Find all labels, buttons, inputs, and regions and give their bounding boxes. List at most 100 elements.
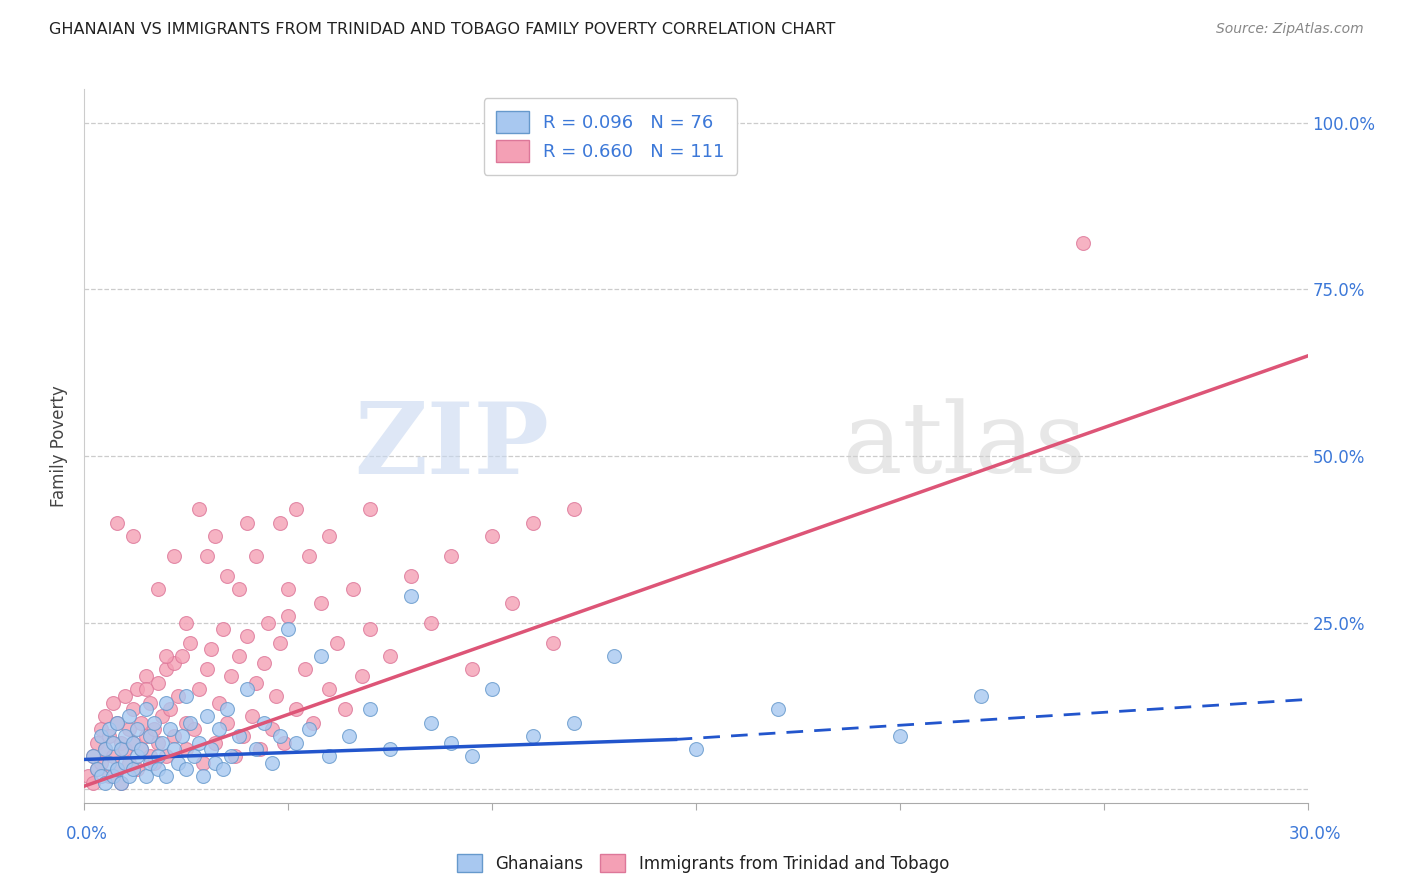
Point bbox=[420, 615, 443, 630]
Point bbox=[543, 636, 565, 650]
Point bbox=[236, 629, 259, 643]
Point bbox=[93, 742, 117, 756]
Point bbox=[163, 729, 186, 743]
Point bbox=[110, 742, 132, 756]
Point bbox=[146, 582, 169, 597]
Point bbox=[114, 756, 136, 770]
Point bbox=[110, 776, 132, 790]
Point bbox=[285, 502, 308, 516]
Point bbox=[163, 742, 186, 756]
Point bbox=[502, 596, 524, 610]
Point bbox=[294, 662, 316, 676]
Point bbox=[285, 702, 308, 716]
Point bbox=[93, 742, 117, 756]
Point bbox=[301, 715, 323, 730]
Point bbox=[277, 582, 299, 597]
Point bbox=[219, 669, 242, 683]
Point bbox=[208, 696, 231, 710]
Point bbox=[101, 736, 124, 750]
Point bbox=[245, 742, 267, 756]
Point bbox=[420, 715, 443, 730]
Point bbox=[208, 723, 231, 737]
Point bbox=[146, 675, 169, 690]
Point bbox=[179, 715, 201, 730]
Point bbox=[309, 649, 332, 664]
Point bbox=[766, 702, 789, 716]
Point bbox=[131, 715, 153, 730]
Point bbox=[191, 769, 214, 783]
Point bbox=[146, 763, 169, 777]
Point bbox=[224, 749, 246, 764]
Point bbox=[142, 723, 165, 737]
Point bbox=[163, 656, 186, 670]
Point bbox=[86, 763, 108, 777]
Point bbox=[155, 696, 177, 710]
Legend: R = 0.096   N = 76, R = 0.660   N = 111: R = 0.096 N = 76, R = 0.660 N = 111 bbox=[484, 98, 737, 175]
Point bbox=[105, 715, 128, 730]
Point bbox=[101, 696, 124, 710]
Point bbox=[380, 649, 402, 664]
Point bbox=[86, 736, 108, 750]
Point bbox=[122, 529, 145, 543]
Point bbox=[86, 763, 108, 777]
Point bbox=[114, 689, 136, 703]
Point bbox=[138, 749, 160, 764]
Point bbox=[240, 709, 263, 723]
Legend: Ghanaians, Immigrants from Trinidad and Tobago: Ghanaians, Immigrants from Trinidad and … bbox=[450, 847, 956, 880]
Point bbox=[187, 502, 209, 516]
Point bbox=[105, 763, 128, 777]
Point bbox=[135, 729, 157, 743]
Point bbox=[176, 715, 198, 730]
Point bbox=[269, 729, 291, 743]
Point bbox=[122, 736, 145, 750]
Point bbox=[249, 742, 271, 756]
Point bbox=[118, 756, 141, 770]
Point bbox=[127, 723, 149, 737]
Point bbox=[236, 682, 259, 697]
Point bbox=[269, 636, 291, 650]
Point bbox=[118, 769, 141, 783]
Point bbox=[359, 702, 381, 716]
Point bbox=[155, 649, 177, 664]
Point bbox=[97, 769, 120, 783]
Point bbox=[131, 742, 153, 756]
Point bbox=[195, 662, 218, 676]
Point bbox=[195, 549, 218, 563]
Point bbox=[138, 696, 160, 710]
Point bbox=[685, 742, 707, 756]
Point bbox=[562, 502, 585, 516]
Point bbox=[82, 749, 104, 764]
Point bbox=[118, 709, 141, 723]
Point bbox=[236, 516, 259, 530]
Point bbox=[277, 609, 299, 624]
Point bbox=[122, 736, 145, 750]
Point bbox=[264, 689, 287, 703]
Point bbox=[138, 729, 160, 743]
Point bbox=[176, 689, 198, 703]
Point bbox=[228, 729, 250, 743]
Point bbox=[522, 516, 544, 530]
Point bbox=[93, 776, 117, 790]
Point bbox=[326, 636, 349, 650]
Point bbox=[481, 682, 503, 697]
Point bbox=[298, 723, 321, 737]
Point bbox=[97, 756, 120, 770]
Point bbox=[232, 729, 254, 743]
Text: 30.0%: 30.0% bbox=[1288, 825, 1341, 843]
Point bbox=[260, 723, 283, 737]
Point bbox=[114, 742, 136, 756]
Point bbox=[195, 709, 218, 723]
Point bbox=[318, 749, 340, 764]
Point bbox=[110, 776, 132, 790]
Point bbox=[260, 756, 283, 770]
Point bbox=[142, 715, 165, 730]
Point bbox=[217, 715, 239, 730]
Point bbox=[172, 729, 194, 743]
Point bbox=[135, 769, 157, 783]
Point bbox=[339, 729, 361, 743]
Point bbox=[150, 709, 173, 723]
Point bbox=[122, 763, 145, 777]
Point bbox=[135, 669, 157, 683]
Point bbox=[481, 529, 503, 543]
Point bbox=[245, 675, 267, 690]
